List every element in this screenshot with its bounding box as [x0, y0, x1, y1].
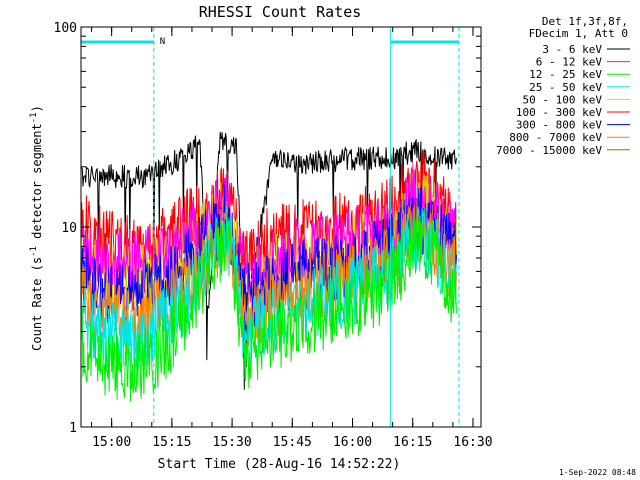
y-tick-label: 100	[54, 21, 77, 36]
series-line	[80, 207, 457, 402]
x-axis-label: Start Time (28-Aug-16 14:52:22)	[158, 457, 401, 472]
legend-label: 6 - 12 keV	[536, 56, 603, 69]
night-marker-label: N	[160, 37, 165, 47]
y-tick-label: 10	[61, 221, 77, 236]
legend-label: 800 - 7000 keV	[509, 131, 602, 144]
axes: 1 10 100 15:00 15:15 15:30 15:45 16:00 16:15 16:3…	[54, 21, 493, 450]
y-axis-label: Count Rate (s-1 detector segment-1)	[29, 105, 44, 351]
legend-label: 3 - 6 keV	[542, 43, 602, 56]
legend-label: 50 - 100 keV	[523, 93, 603, 106]
x-tick-label: 15:15	[152, 435, 191, 450]
legend-label: 12 - 25 keV	[529, 68, 602, 81]
series-line	[80, 131, 457, 390]
legend-label: 25 - 50 keV	[529, 81, 602, 94]
legend-label: 7000 - 15000 keV	[496, 144, 602, 157]
legend-label: 300 - 800 keV	[516, 119, 602, 132]
legend-header: Det 1f,3f,8f,	[542, 15, 628, 28]
x-tick-label: 15:30	[213, 435, 252, 450]
footer-timestamp: 1-Sep-2022 08:48	[559, 468, 636, 477]
x-tick-label: 16:00	[333, 435, 372, 450]
legend-header: FDecim 1, Att 0	[529, 27, 628, 40]
x-tick-label: 16:15	[393, 435, 432, 450]
plot-area	[80, 131, 457, 402]
x-tick-label: 15:00	[92, 435, 131, 450]
x-tick-label: 15:45	[273, 435, 312, 450]
chart-title: RHESSI Count Rates	[199, 3, 362, 21]
y-tick-label: 1	[69, 421, 77, 436]
legend-label: 100 - 300 keV	[516, 106, 602, 119]
x-tick-label: 16:30	[453, 435, 492, 450]
